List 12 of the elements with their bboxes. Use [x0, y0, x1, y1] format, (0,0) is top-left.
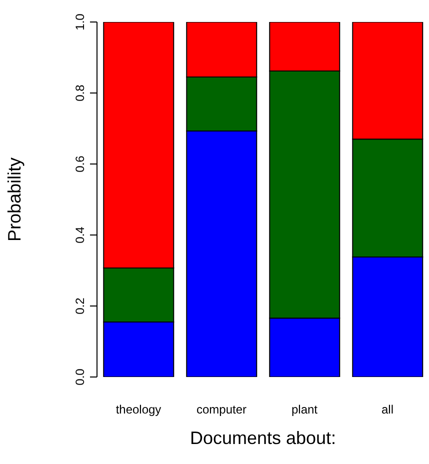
y-tick-label: 0.8 [73, 84, 87, 102]
y-axis-title: Probability [4, 157, 24, 242]
y-tick-label: 0.2 [73, 297, 87, 314]
y-tick-label: 0.4 [73, 226, 87, 244]
x-tick-label: theology [116, 402, 162, 417]
x-axis-title: Documents about: [190, 428, 336, 448]
y-tick-label: 0.0 [73, 368, 87, 386]
x-tick-label: plant [291, 402, 318, 417]
x-tick-label: all [381, 402, 394, 417]
y-tick-label: 0.6 [73, 155, 87, 172]
y-tick-label: 1.0 [73, 13, 87, 30]
x-tick-label: computer [196, 402, 247, 417]
